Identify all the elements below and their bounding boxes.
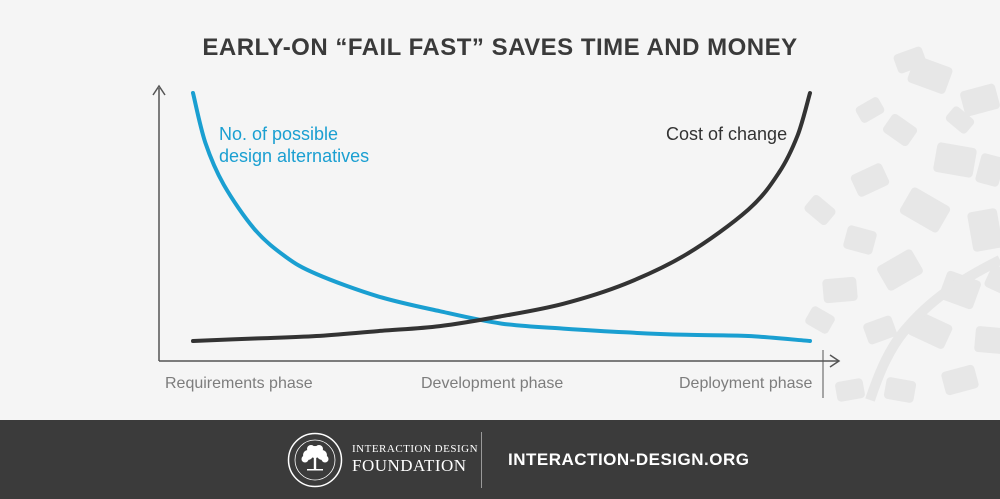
brand-line-2: FOUNDATION [352,456,467,475]
decorative-leaf [941,364,979,396]
decorative-background [804,46,1000,403]
decorative-leaf [843,225,877,255]
decorative-leaf [877,249,923,291]
brand-line-1: INTERACTION DESIGN [352,443,479,455]
series-label-line: No. of possible [219,124,339,144]
decorative-leaf [967,208,1000,252]
x-tick-deployment: Deployment phase [679,375,813,392]
decorative-leaf [863,315,897,345]
site-link[interactable]: INTERACTION-DESIGN.ORG [508,450,750,469]
decorative-leaf [850,163,890,197]
chart-title: EARLY-ON “FAIL FAST” SAVES TIME AND MONE… [202,34,798,61]
series-label-design-alternatives: No. of possible design alternatives [219,123,369,167]
footer: INTERACTION DESIGN FOUNDATION INTERACTIO… [0,420,1000,499]
brand-name: INTERACTION DESIGN FOUNDATION [352,442,478,476]
x-tick-requirements: Requirements phase [165,375,313,392]
decorative-leaf [984,264,1000,296]
foundation-tree-logo-icon [287,432,343,488]
decorative-leaf [883,377,917,403]
decorative-leaf [899,187,951,233]
series-label-line: Cost of change [666,124,788,144]
x-axis-arrow [829,354,841,368]
decorative-leaf [805,306,835,334]
decorative-leaf [933,142,977,178]
footer-divider [481,432,482,488]
decorative-leaf [893,46,927,74]
decorative-leaf [945,106,975,134]
series-label-cost-of-change: Cost of change [666,123,787,145]
line-chart [152,84,841,398]
decorative-leaf [974,326,1000,354]
decorative-leaf [822,276,858,304]
decorative-leaf [882,113,918,147]
series-line-design-alternatives [191,91,812,343]
decorative-leaf [960,83,1000,117]
decorative-leaf [804,194,836,226]
decorative-leaf [855,97,885,123]
x-tick-development: Development phase [421,375,564,392]
chart-area: EARLY-ON “FAIL FAST” SAVES TIME AND MONE… [152,34,1000,403]
y-axis-arrow [152,84,166,96]
decorative-leaf [835,378,865,402]
decorative-leaf [975,153,1000,187]
decorative-branch [865,255,1000,402]
series-label-line: design alternatives [219,146,370,166]
series-line-cost-of-change [191,91,812,343]
